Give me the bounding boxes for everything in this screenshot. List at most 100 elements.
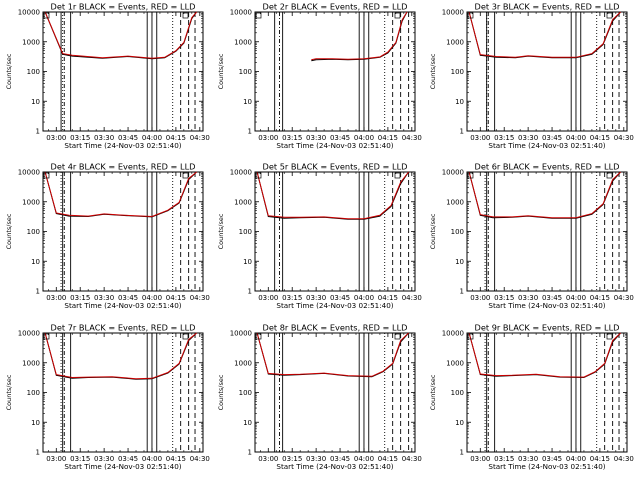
y-axis-label: Counts/sec <box>429 374 437 410</box>
y-tick-label: 100 <box>239 389 252 397</box>
y-tick-label: 10000 <box>442 330 464 338</box>
x-axis-label: Start Time (24-Nov-03 02:51:40) <box>276 462 393 471</box>
panel-title: Det 7r BLACK = Events, RED = LLD <box>51 323 196 333</box>
y-tick-label: 10 <box>31 98 40 106</box>
y-tick-label: 1 <box>36 288 40 296</box>
x-tick-label: 03:30 <box>518 455 538 463</box>
panel-title: Det 5r BLACK = Events, RED = LLD <box>263 162 408 172</box>
events-series-line <box>44 171 197 218</box>
x-tick-label: 03:30 <box>306 294 326 302</box>
corner-marker <box>467 172 474 179</box>
plot-frame <box>254 171 416 292</box>
x-tick-label: 03:15 <box>494 294 514 302</box>
corner-marker <box>43 172 50 179</box>
x-tick-label: 03:30 <box>518 294 538 302</box>
y-tick-label: 1000 <box>22 38 40 46</box>
chart-panel-3: Det 3r BLACK = Events, RED = LLD 1 10 100 10… <box>429 2 634 151</box>
panel-title: Det 8r BLACK = Events, RED = LLD <box>263 323 408 333</box>
lld-series-line <box>44 11 197 59</box>
plot-frame <box>42 171 204 292</box>
x-axis-label: Start Time (24-Nov-03 02:51:40) <box>488 141 605 150</box>
x-tick-label: 03:15 <box>494 455 514 463</box>
y-tick-label: 100 <box>27 68 40 76</box>
y-tick-label: 10 <box>243 258 252 266</box>
plot-frame <box>466 332 628 453</box>
x-tick-label: 03:45 <box>118 455 138 463</box>
x-tick-label: 03:30 <box>94 134 114 142</box>
corner-marker <box>394 172 401 179</box>
y-axis-label: Counts/sec <box>5 213 13 249</box>
x-tick-label: 03:00 <box>258 455 278 463</box>
x-tick-label: 04:15 <box>590 455 610 463</box>
x-tick-label: 03:15 <box>70 134 90 142</box>
x-tick-label: 04:00 <box>354 455 374 463</box>
x-tick-label: 03:15 <box>70 294 90 302</box>
panel-title: Det 3r BLACK = Events, RED = LLD <box>475 2 620 12</box>
corner-marker <box>43 333 50 340</box>
y-tick-label: 10000 <box>230 169 252 177</box>
corner-marker <box>182 333 189 340</box>
y-tick-label: 10000 <box>442 169 464 177</box>
plot-frame <box>42 11 204 132</box>
x-tick-label: 03:00 <box>46 455 66 463</box>
chart-panel-2: Det 2r BLACK = Events, RED = LLD 1 10 100 10… <box>217 2 422 151</box>
y-tick-label: 1000 <box>446 198 464 206</box>
y-tick-label: 1 <box>460 288 464 296</box>
x-tick-label: 03:00 <box>470 134 490 142</box>
chart-panel-9: Det 9r BLACK = Events, RED = LLD 1 10 100 10… <box>429 323 634 472</box>
lld-series-line <box>256 332 409 377</box>
y-tick-label: 1 <box>248 288 252 296</box>
corner-marker <box>606 333 613 340</box>
y-tick-label: 1 <box>248 449 252 457</box>
chart-panel-4: Det 4r BLACK = Events, RED = LLD 1 10 100 10… <box>5 162 210 311</box>
x-axis-label: Start Time (24-Nov-03 02:51:40) <box>276 301 393 310</box>
x-axis-label: Start Time (24-Nov-03 02:51:40) <box>64 462 181 471</box>
y-tick-label: 1 <box>36 128 40 136</box>
x-axis-label: Start Time (24-Nov-03 02:51:40) <box>64 141 181 150</box>
corner-marker <box>467 333 474 340</box>
y-axis-label: Counts/sec <box>5 53 13 89</box>
x-tick-label: 03:00 <box>470 455 490 463</box>
x-tick-label: 04:00 <box>354 294 374 302</box>
panel-title: Det 6r BLACK = Events, RED = LLD <box>475 162 620 172</box>
x-tick-label: 03:30 <box>94 294 114 302</box>
y-tick-label: 100 <box>451 228 464 236</box>
y-tick-label: 10 <box>31 258 40 266</box>
y-tick-label: 1000 <box>234 38 252 46</box>
x-tick-label: 04:15 <box>590 134 610 142</box>
plot-frame <box>254 332 416 453</box>
x-tick-label: 03:15 <box>70 455 90 463</box>
y-axis-label: Counts/sec <box>217 53 225 89</box>
x-tick-label: 04:15 <box>166 455 186 463</box>
y-tick-label: 10000 <box>18 330 40 338</box>
y-tick-label: 1000 <box>446 359 464 367</box>
x-tick-label: 04:00 <box>566 455 586 463</box>
x-axis-label: Start Time (24-Nov-03 02:51:40) <box>488 462 605 471</box>
x-tick-label: 04:15 <box>590 294 610 302</box>
y-tick-label: 100 <box>27 389 40 397</box>
x-tick-label: 04:15 <box>166 294 186 302</box>
lld-series-line <box>468 11 621 58</box>
x-tick-label: 04:00 <box>354 134 374 142</box>
panel-title: Det 9r BLACK = Events, RED = LLD <box>475 323 620 333</box>
corner-marker <box>467 12 474 19</box>
x-tick-label: 03:45 <box>118 294 138 302</box>
x-tick-label: 03:45 <box>118 134 138 142</box>
x-tick-label: 04:00 <box>566 134 586 142</box>
y-tick-label: 1000 <box>22 198 40 206</box>
x-tick-label: 04:30 <box>402 455 422 463</box>
lld-series-line <box>311 11 408 61</box>
y-tick-label: 1000 <box>234 198 252 206</box>
chart-panel-6: Det 6r BLACK = Events, RED = LLD 1 10 100 10… <box>429 162 634 311</box>
y-axis-label: Counts/sec <box>429 213 437 249</box>
lld-series-line <box>256 171 409 220</box>
x-tick-label: 03:00 <box>470 294 490 302</box>
y-tick-label: 100 <box>451 389 464 397</box>
events-series-line <box>468 332 621 379</box>
x-tick-label: 04:30 <box>190 134 210 142</box>
x-tick-label: 04:15 <box>378 134 398 142</box>
y-tick-label: 10000 <box>230 9 252 17</box>
x-tick-label: 03:30 <box>306 134 326 142</box>
y-tick-label: 100 <box>239 228 252 236</box>
x-tick-label: 04:00 <box>142 455 162 463</box>
